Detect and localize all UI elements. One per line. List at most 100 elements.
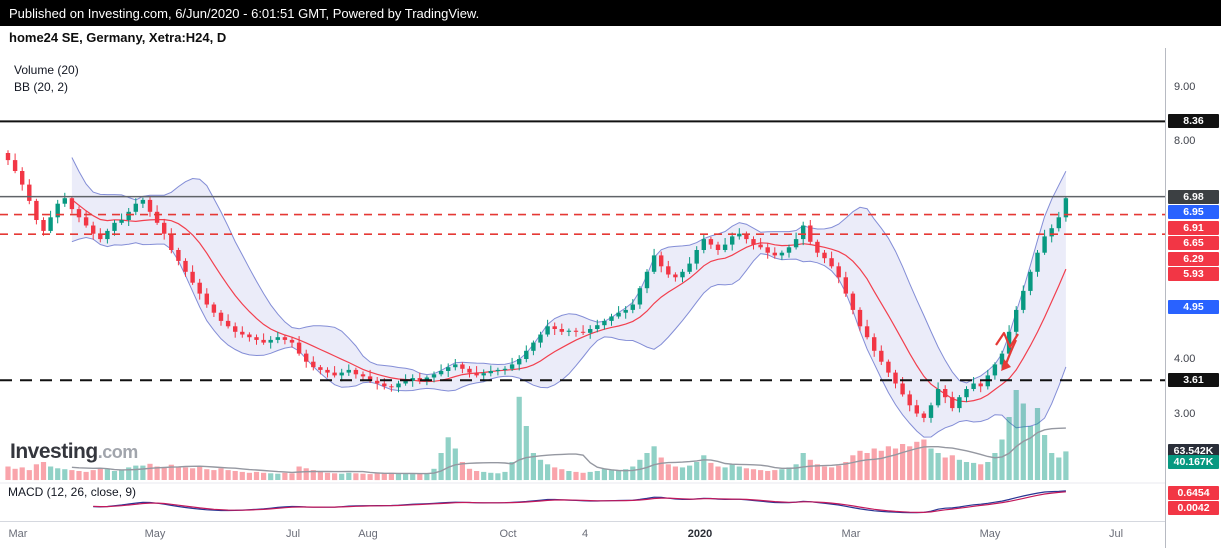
candle-body: [935, 389, 941, 406]
candle-body: [907, 394, 912, 406]
volume-bar: [26, 470, 32, 480]
candle-body: [673, 274, 678, 278]
price-badge: 6.95: [1168, 205, 1219, 220]
price-badge: 4.95: [1168, 300, 1219, 315]
volume-ma-line: [71, 427, 1066, 475]
candle-body: [1021, 290, 1026, 310]
volume-bar: [147, 463, 153, 480]
volume-bar: [261, 472, 267, 480]
candle-body: [836, 266, 841, 278]
time-axis-label: Oct: [499, 528, 517, 540]
candle-body: [282, 337, 288, 340]
volume-bar: [765, 471, 771, 480]
volume-bar: [623, 469, 629, 480]
candle-body: [453, 364, 458, 368]
candle-body: [126, 211, 131, 220]
volume-bar: [772, 470, 778, 480]
indicator-labels: Volume (20) BB (20, 2): [14, 62, 79, 96]
time-axis: Mar May Jul Aug Oct 4 2020 Mar May Jul: [0, 521, 1165, 548]
candle-body: [971, 383, 976, 389]
time-axis-label: Mar: [8, 528, 28, 540]
volume-bar: [324, 472, 331, 480]
volume-bar: [537, 459, 544, 481]
volume-bar: [33, 464, 39, 481]
macd-layer: [93, 490, 1066, 514]
volume-bar: [971, 462, 977, 480]
volume-bar: [694, 462, 700, 480]
candle-body: [367, 376, 373, 381]
candle-body: [1042, 236, 1047, 253]
volume-bar: [1042, 435, 1048, 480]
candle-body: [978, 383, 983, 387]
volume-bar: [885, 446, 891, 481]
candle-body: [538, 334, 543, 343]
volume-indicator-label: Volume (20): [14, 63, 79, 77]
candle-body: [332, 372, 337, 376]
volume-bar: [1006, 417, 1012, 480]
volume-bar: [750, 469, 757, 480]
volume-bar: [488, 472, 494, 480]
candle-body: [616, 312, 621, 317]
volume-bar: [5, 466, 11, 480]
price-tick-label: 3.00: [1174, 407, 1196, 420]
volume-bar: [495, 473, 501, 481]
candle-body: [602, 320, 607, 326]
candle-body: [197, 282, 202, 294]
candle-body: [76, 209, 82, 218]
candle-body: [438, 371, 444, 375]
volume-bar: [239, 471, 245, 480]
volume-bar: [40, 462, 47, 480]
candle-body: [353, 369, 359, 375]
bollinger-band-layer: [71, 157, 1067, 438]
candle-body: [609, 316, 614, 321]
candle-body: [389, 386, 394, 388]
candle-body: [446, 367, 451, 371]
candle-body: [154, 211, 160, 223]
time-axis-label: Jul: [285, 528, 301, 540]
volume-bar: [807, 459, 813, 481]
candle-body: [382, 383, 387, 387]
candle-body: [204, 293, 209, 305]
volume-bar: [829, 467, 835, 480]
time-axis-label: 2020: [687, 528, 713, 540]
candle-body: [666, 266, 671, 275]
candle-body: [112, 222, 117, 231]
candle-body: [509, 364, 515, 369]
volume-bar: [978, 464, 984, 481]
volume-bar: [154, 466, 160, 480]
candle-body: [751, 239, 756, 245]
investing-logo: Investing.com: [10, 440, 138, 464]
candle-body: [886, 361, 891, 373]
candle-body: [829, 258, 834, 267]
candle-body: [786, 247, 792, 253]
volume-bar: [1034, 408, 1041, 480]
time-axis-label: 4: [581, 528, 589, 540]
candle-body: [339, 372, 344, 376]
title-bar: home24 SE, Germany, Xetra:H24, D: [0, 26, 1221, 48]
volume-bar: [601, 468, 607, 481]
candle-body: [872, 337, 877, 351]
bb-area: [71, 157, 1066, 438]
candle-body: [474, 372, 479, 376]
candle-body: [573, 330, 579, 332]
candle-body: [34, 200, 39, 220]
candle-body: [623, 309, 628, 313]
volume-bar: [523, 426, 529, 480]
candle-body: [517, 359, 522, 365]
candle-body: [701, 239, 706, 250]
candle-body: [20, 171, 25, 185]
candle-body: [921, 413, 927, 418]
volume-bar: [374, 473, 380, 481]
candle-body: [396, 383, 401, 388]
volume-bar: [111, 471, 118, 480]
candle-body: [240, 331, 245, 335]
volume-bar: [949, 455, 955, 481]
candle-body: [914, 405, 919, 414]
candle-body: [1035, 252, 1040, 272]
volume-bar: [992, 453, 998, 480]
candle-body: [957, 397, 962, 409]
logo-suffix-text: .com: [97, 442, 139, 462]
candle-body: [147, 199, 153, 212]
volume-bar: [410, 474, 416, 480]
candle-body: [346, 369, 351, 373]
